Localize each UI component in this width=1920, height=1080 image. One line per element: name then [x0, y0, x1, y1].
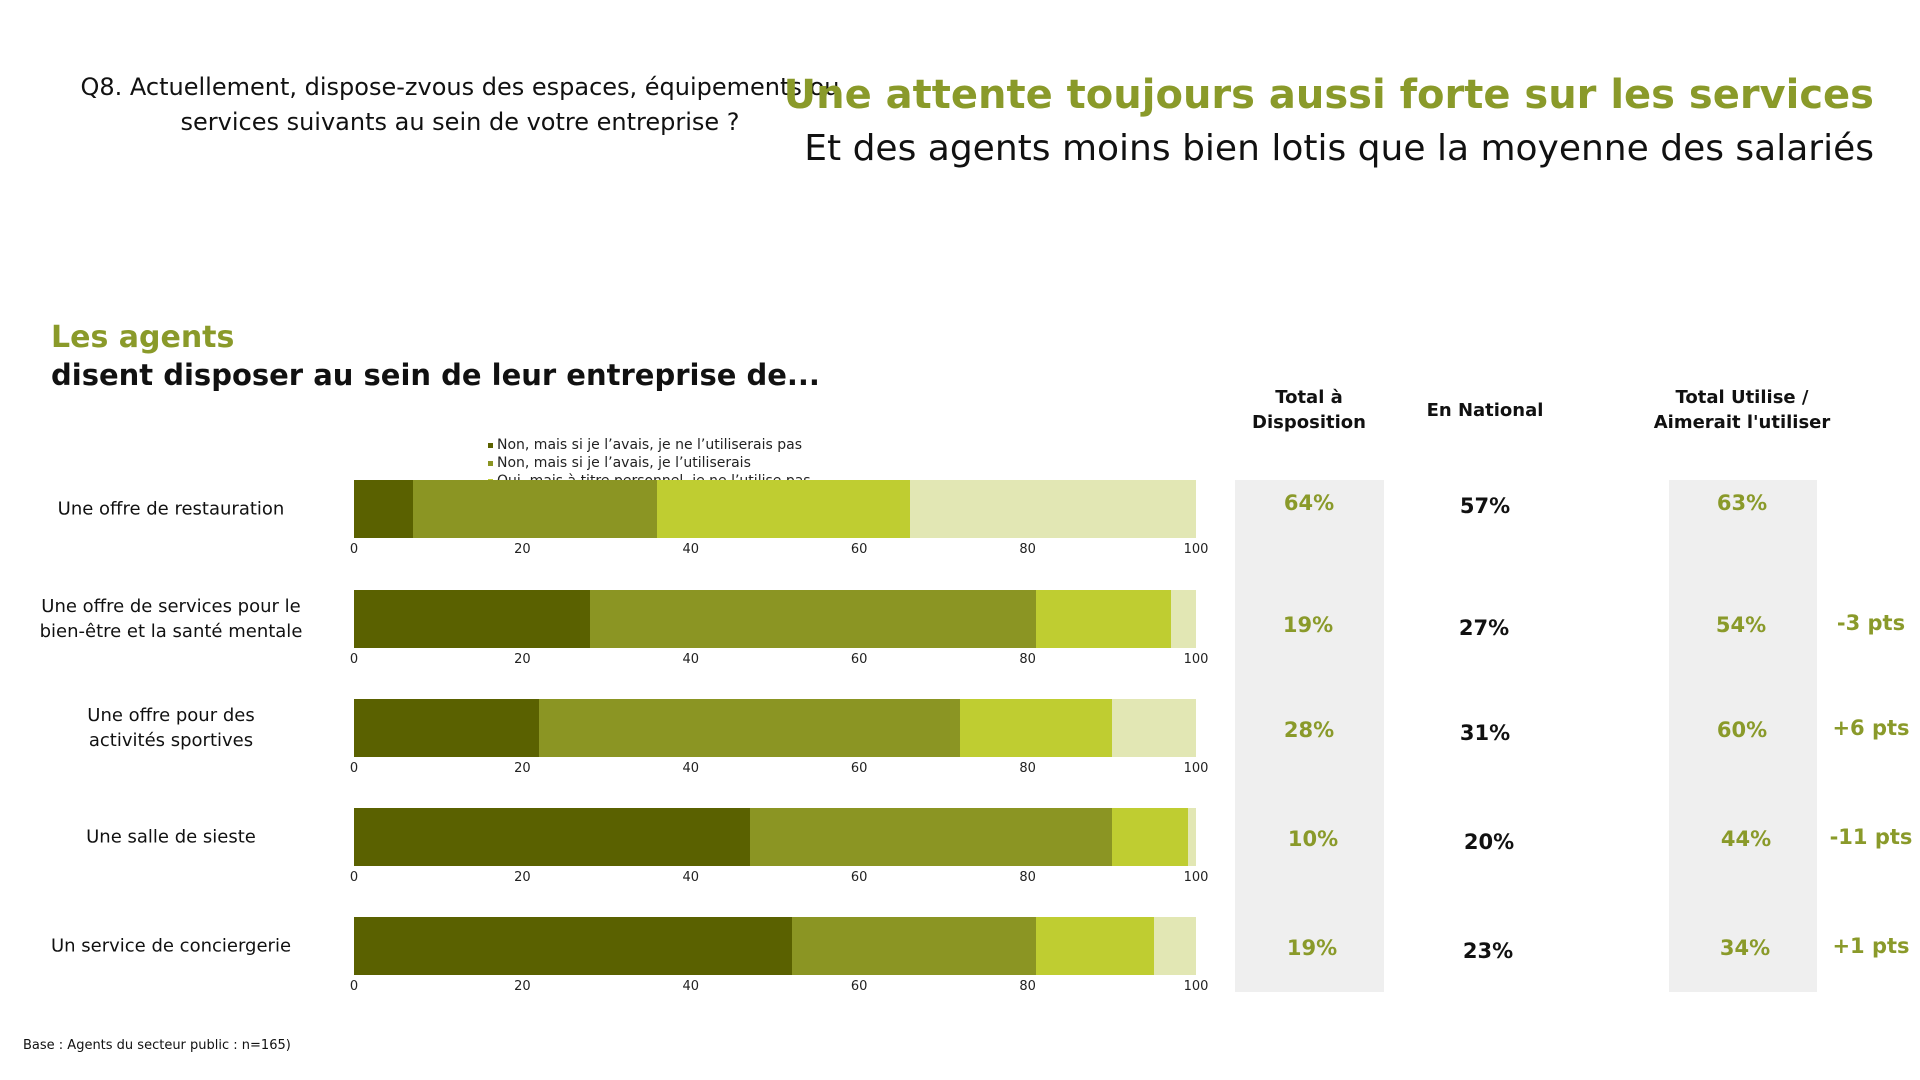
- bar-segment: [1036, 590, 1171, 648]
- legend-swatch: [488, 460, 493, 466]
- row-label: Une offre de restauration: [57, 498, 285, 520]
- section-title: Les agents: [51, 320, 235, 355]
- x-tick-label: 40: [682, 870, 700, 885]
- national-value: 31%: [1459, 721, 1511, 745]
- bar-segment: [354, 699, 540, 757]
- bar-segment: [1153, 917, 1196, 975]
- x-tick-label: 80: [1019, 542, 1036, 557]
- bar-segment: [1036, 917, 1154, 975]
- bar-segment: [539, 699, 961, 757]
- x-tick-label: 80: [1019, 761, 1036, 776]
- national-value: 57%: [1459, 494, 1511, 518]
- x-tick-label: 60: [850, 870, 868, 885]
- legend-item: Non, mais si je l’avais, je l’utiliserai…: [488, 454, 751, 472]
- bar-segment: [412, 480, 658, 538]
- base-footnote: Base : Agents du secteur public : n=165): [23, 1038, 291, 1053]
- utilise-value: 60%: [1716, 718, 1768, 742]
- disposition-value: 64%: [1283, 491, 1335, 515]
- difference-value: -11 pts: [1829, 825, 1913, 849]
- disposition-value: 19%: [1282, 613, 1334, 637]
- bar-segment: [1187, 808, 1196, 866]
- legend-swatch: [488, 442, 493, 448]
- x-tick-label: 20: [514, 761, 531, 776]
- x-tick-label: 0: [349, 652, 359, 667]
- x-tick-label: 60: [850, 761, 868, 776]
- bar-segment: [960, 699, 1112, 757]
- x-tick-label: 60: [850, 979, 868, 994]
- x-tick-label: 0: [349, 979, 359, 994]
- x-tick-label: 100: [1183, 652, 1209, 667]
- bar-segment: [354, 590, 590, 648]
- x-tick-label: 100: [1183, 761, 1209, 776]
- header-disposition: Total à Disposition: [1252, 387, 1366, 433]
- utilise-value: 54%: [1715, 613, 1767, 637]
- utilise-band: [1669, 480, 1817, 992]
- row-label: Une offre de services pour le bien-être …: [39, 596, 303, 642]
- x-tick-label: 20: [514, 542, 531, 557]
- difference-value: +1 pts: [1832, 934, 1910, 958]
- x-tick-label: 100: [1183, 979, 1209, 994]
- bar-segment: [354, 917, 792, 975]
- national-value: 20%: [1463, 830, 1515, 854]
- legend-label: Non, mais si je l’avais, je l’utiliserai…: [497, 455, 751, 471]
- national-value: 23%: [1462, 939, 1514, 963]
- x-tick-label: 20: [514, 870, 531, 885]
- header-national: En National: [1426, 400, 1544, 421]
- x-tick-label: 40: [682, 979, 700, 994]
- x-tick-label: 80: [1019, 652, 1036, 667]
- utilise-value: 34%: [1719, 936, 1771, 960]
- row-label: Une salle de sieste: [86, 826, 256, 848]
- utilise-value: 63%: [1716, 491, 1768, 515]
- disposition-band: [1235, 480, 1384, 992]
- section-subtitle: disent disposer au sein de leur entrepri…: [51, 358, 820, 392]
- bar-segment: [354, 480, 413, 538]
- national-value: 27%: [1458, 616, 1510, 640]
- x-tick-label: 60: [850, 542, 868, 557]
- x-tick-label: 80: [1019, 979, 1036, 994]
- bar-segment: [749, 808, 1112, 866]
- bar-segment: [1111, 699, 1196, 757]
- x-tick-label: 0: [349, 870, 359, 885]
- x-tick-label: 100: [1183, 542, 1209, 557]
- question-text: Q8. Actuellement, dispose-zvous des espa…: [80, 73, 840, 136]
- x-tick-label: 0: [349, 761, 359, 776]
- utilise-value: 44%: [1720, 827, 1772, 851]
- x-tick-label: 20: [514, 652, 531, 667]
- bar-segment: [909, 480, 1196, 538]
- bar-segment: [791, 917, 1036, 975]
- slide-subtitle: Et des agents moins bien lotis que la mo…: [804, 128, 1874, 169]
- legend-item: Non, mais si je l’avais, je ne l’utilise…: [488, 436, 802, 454]
- bar-segment: [657, 480, 910, 538]
- disposition-value: 28%: [1283, 718, 1335, 742]
- x-tick-label: 40: [682, 652, 700, 667]
- row-label: Un service de conciergerie: [50, 935, 292, 957]
- slide-title: Une attente toujours aussi forte sur les…: [783, 72, 1874, 118]
- bar-segment: [354, 808, 750, 866]
- bar-segment: [1111, 808, 1188, 866]
- x-tick-label: 80: [1019, 870, 1036, 885]
- row-label: Une offre pour des activités sportives: [87, 705, 255, 751]
- x-tick-label: 40: [682, 542, 700, 557]
- x-tick-label: 60: [850, 652, 868, 667]
- x-tick-label: 20: [514, 979, 531, 994]
- difference-value: +6 pts: [1832, 716, 1910, 740]
- x-tick-label: 40: [682, 761, 700, 776]
- bar-segment: [1170, 590, 1196, 648]
- difference-value: -3 pts: [1836, 611, 1906, 635]
- header-utilise: Total Utilise / Aimerait l'utiliser: [1653, 387, 1831, 433]
- x-tick-label: 100: [1183, 870, 1209, 885]
- disposition-value: 10%: [1287, 827, 1339, 851]
- bar-segment: [589, 590, 1036, 648]
- x-tick-label: 0: [349, 542, 359, 557]
- disposition-value: 19%: [1286, 936, 1338, 960]
- legend-label: Non, mais si je l’avais, je ne l’utilise…: [497, 437, 803, 453]
